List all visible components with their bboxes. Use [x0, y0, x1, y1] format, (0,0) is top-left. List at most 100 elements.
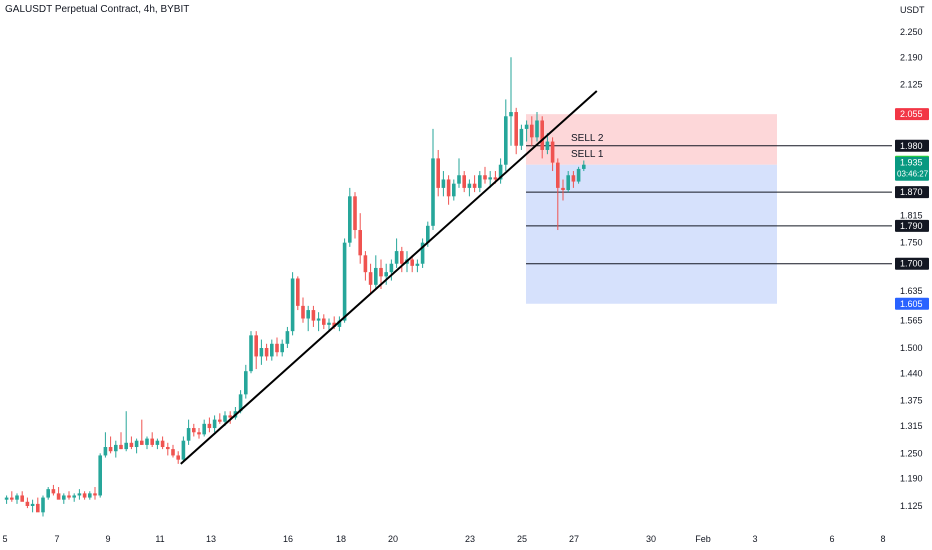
price-badge-stop: 2.055 — [895, 108, 929, 121]
axis-unit-label: USDT — [900, 5, 925, 15]
x-tick-label: 23 — [465, 534, 475, 544]
x-tick-label: 9 — [105, 534, 110, 544]
candle-body — [296, 278, 300, 306]
price-badge-bg — [895, 297, 929, 310]
price-badge-entry: 1.605 — [895, 297, 929, 310]
annotation-label: SELL 1 — [571, 149, 604, 160]
candle-body — [410, 259, 414, 266]
candle-body — [368, 272, 373, 285]
price-badge-label: 1.980 — [900, 141, 923, 151]
candle-body — [358, 230, 362, 256]
trendline — [180, 90, 598, 465]
candle-body — [98, 455, 102, 496]
x-tick-label: 7 — [54, 534, 59, 544]
candle-body — [384, 272, 388, 277]
candle-body — [51, 489, 56, 494]
candle-body — [259, 348, 264, 357]
price-badge-level: 1.870 — [895, 186, 929, 199]
candle-body — [36, 503, 40, 513]
price-badge-level: 1.790 — [895, 219, 929, 232]
x-tick-label: 11 — [155, 534, 164, 544]
candle-body — [238, 394, 243, 412]
candle-body — [228, 415, 232, 418]
y-tick-label: 1.190 — [900, 474, 923, 484]
candle-body — [342, 242, 347, 321]
x-tick-label: 13 — [206, 534, 216, 544]
candle-body — [15, 495, 19, 500]
candle-body — [498, 164, 503, 180]
x-tick-label: 27 — [569, 534, 579, 544]
candle-body — [561, 187, 565, 190]
candle-body — [275, 343, 279, 353]
x-tick-label: Feb — [695, 534, 711, 544]
time-axis: 5 7 9 11 13 16 18 20 23 25 27 30 Feb 3 6 8 — [2, 534, 885, 544]
candle-body — [56, 493, 61, 500]
candle-body — [348, 196, 352, 243]
candle-body — [462, 175, 466, 188]
candle-body — [389, 263, 394, 273]
candle-body — [524, 124, 529, 129]
candle-body — [166, 447, 170, 450]
y-tick-label: 1.125 — [900, 501, 923, 511]
candle-body — [46, 489, 50, 498]
candle-body — [207, 423, 212, 429]
candle-body — [576, 168, 581, 182]
candle-body — [114, 444, 118, 452]
candle-body — [483, 175, 487, 180]
candle-body — [119, 444, 123, 450]
candle-body — [394, 251, 399, 264]
candle-body — [150, 438, 154, 445]
price-badge-bg — [895, 257, 929, 270]
buy-zone — [526, 164, 777, 304]
candle-body — [202, 423, 206, 435]
candle-body — [353, 196, 357, 231]
candle-body — [452, 183, 456, 197]
y-tick-label: 1.440 — [900, 368, 923, 378]
candle-body — [212, 419, 217, 429]
candle-body — [249, 335, 253, 372]
candle-body — [77, 493, 82, 496]
candle-body — [545, 141, 550, 150]
candle-body — [379, 267, 383, 277]
candle-body — [171, 449, 175, 456]
annotation-label: SELL 2 — [571, 133, 604, 144]
price-badge-level: 1.700 — [895, 257, 929, 270]
candle-body — [10, 497, 14, 500]
candle-body — [550, 141, 555, 163]
y-tick-label: 1.750 — [900, 238, 923, 248]
countdown-label: 03:46:27 — [897, 170, 929, 179]
candle-body — [72, 495, 76, 498]
y-tick-label: 1.565 — [900, 316, 923, 326]
y-tick-label: 1.815 — [900, 210, 923, 220]
y-tick-label: 1.250 — [900, 448, 923, 458]
candle-body — [4, 497, 9, 500]
candle-body — [535, 120, 539, 138]
candle-body — [290, 278, 295, 332]
x-tick-label: 18 — [336, 534, 346, 544]
candle-body — [457, 175, 461, 184]
price-badge-bg — [895, 156, 929, 181]
candle-body — [436, 158, 440, 188]
price-badge-label: 1.605 — [900, 299, 923, 309]
candle-body — [540, 120, 544, 150]
price-badge-label: 1.870 — [900, 187, 923, 197]
candle-body — [140, 440, 144, 445]
candle-body — [197, 432, 201, 435]
sell-zone — [526, 114, 777, 165]
candle-body — [93, 493, 97, 496]
candle-body — [446, 179, 451, 197]
candle-body — [25, 501, 30, 506]
candle-body — [467, 183, 472, 188]
candle-body — [62, 495, 66, 500]
candle-body — [322, 318, 326, 325]
candle-body — [374, 267, 378, 285]
candle-body — [88, 493, 92, 498]
y-tick-label: 1.375 — [900, 396, 923, 406]
candle-body — [571, 175, 576, 182]
candle-body — [41, 497, 45, 513]
candle-body — [280, 343, 284, 353]
x-tick-label: 25 — [517, 534, 527, 544]
x-tick-label: 6 — [829, 534, 834, 544]
candle-body — [311, 310, 316, 321]
